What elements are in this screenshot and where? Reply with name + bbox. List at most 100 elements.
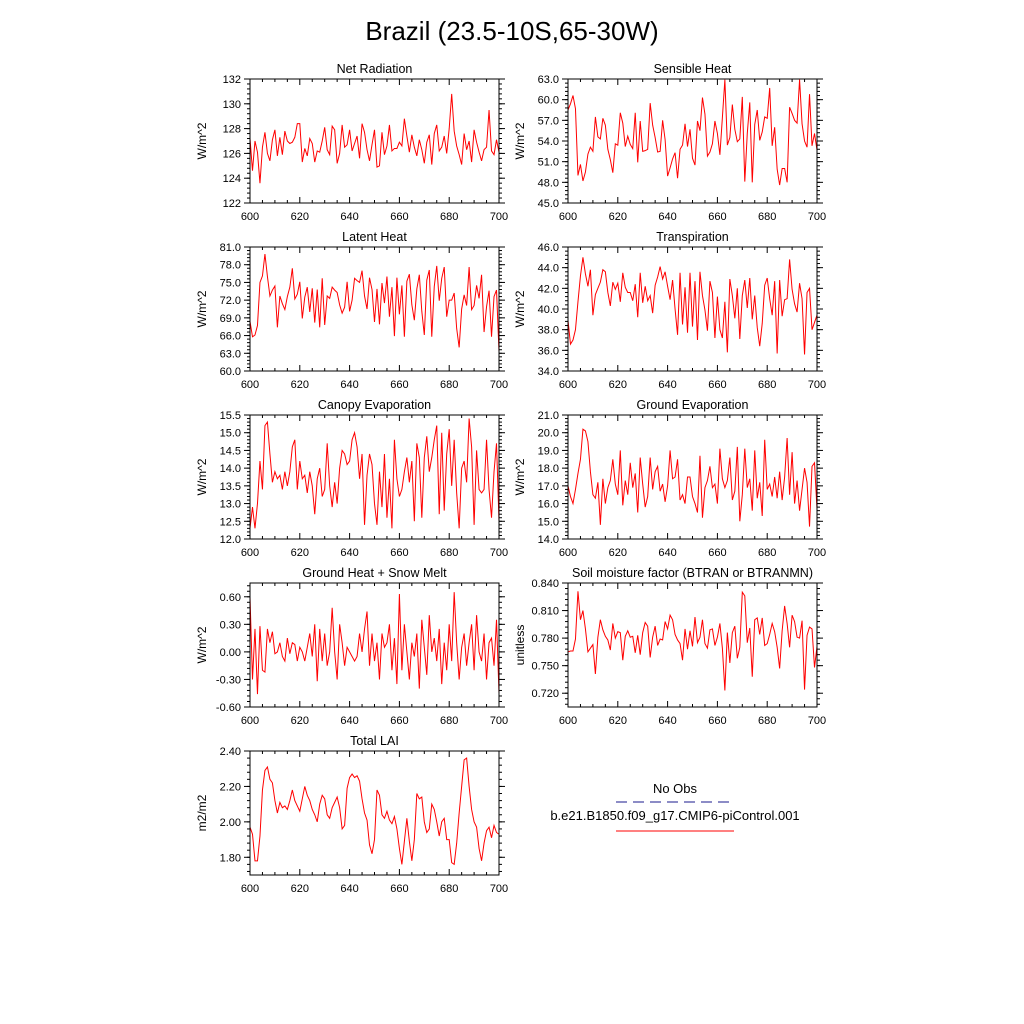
x-tick-label: 680: [440, 379, 458, 391]
legend: No Obs b.e21.B1850.f09_g17.CMIP6-piContr…: [550, 781, 800, 832]
y-tick-label: 0.60: [220, 592, 241, 604]
x-tick-label: 660: [708, 211, 726, 223]
x-tick-label: 680: [440, 547, 458, 559]
y-tick-label: 13.5: [220, 481, 241, 493]
y-tick-label: 48.0: [538, 177, 559, 189]
y-axis-label: W/m^2: [195, 290, 209, 327]
y-tick-label: 0.00: [220, 647, 241, 659]
y-tick-label: 60.0: [220, 366, 241, 378]
plot-frame: [249, 750, 500, 876]
panel-title: Total LAI: [350, 734, 399, 748]
y-tick-label: 69.0: [220, 313, 241, 325]
y-tick-label: 42.0: [538, 283, 559, 295]
y-axis-label: W/m^2: [513, 122, 527, 159]
y-tick-label: 40.0: [538, 304, 559, 316]
x-tick-label: 600: [241, 379, 259, 391]
y-tick-label: 72.0: [220, 295, 241, 307]
series-line: [568, 428, 817, 527]
x-tick-label: 640: [340, 547, 358, 559]
y-tick-label: 2.00: [220, 817, 241, 829]
y-tick-label: 0.30: [220, 619, 241, 631]
panel: Net Radiation W/m^2 600 620 640 660 680 700 122 1…: [195, 62, 508, 223]
x-tick-label: 620: [291, 883, 309, 895]
y-tick-label: 128: [223, 124, 241, 136]
plot-frame: [567, 582, 818, 708]
y-tick-label: 81.0: [220, 242, 241, 254]
y-tick-label: 60.0: [538, 95, 559, 107]
y-tick-label: 15.0: [538, 516, 559, 528]
x-tick-label: 660: [390, 715, 408, 727]
x-tick-label: 620: [609, 715, 627, 727]
x-tick-label: 660: [390, 379, 408, 391]
panel: Soil moisture factor (BTRAN or BTRANMN) u…: [513, 566, 826, 727]
x-tick-label: 600: [241, 547, 259, 559]
x-tick-label: 620: [291, 715, 309, 727]
x-tick-label: 660: [708, 547, 726, 559]
y-tick-label: 63.0: [538, 74, 559, 86]
y-axis-label: W/m^2: [513, 290, 527, 327]
x-tick-label: 640: [658, 715, 676, 727]
y-tick-label: 18.0: [538, 463, 559, 475]
x-tick-label: 640: [340, 211, 358, 223]
y-tick-label: 63.0: [220, 348, 241, 360]
plot-frame: [567, 414, 818, 540]
plot-frame: [249, 414, 500, 540]
x-tick-label: 700: [808, 715, 826, 727]
x-tick-label: 600: [559, 547, 577, 559]
legend-obs-label: No Obs: [653, 781, 698, 796]
y-tick-label: 19.0: [538, 445, 559, 457]
x-tick-label: 600: [241, 211, 259, 223]
y-tick-label: 20.0: [538, 428, 559, 440]
series-line: [250, 418, 499, 529]
x-tick-label: 700: [490, 379, 508, 391]
y-axis-label: unitless: [513, 625, 527, 666]
legend-model-label: b.e21.B1850.f09_g17.CMIP6-piControl.001: [550, 808, 799, 823]
y-tick-label: 0.750: [531, 661, 559, 673]
panel: Sensible Heat W/m^2 600 620 640 660 680 700 45.0…: [513, 62, 826, 223]
panels: Net Radiation W/m^2 600 620 640 660 680 700 122 1…: [195, 62, 826, 895]
x-tick-label: 620: [291, 547, 309, 559]
y-tick-label: 13.0: [220, 499, 241, 511]
panel-title: Net Radiation: [337, 62, 413, 76]
y-tick-label: 46.0: [538, 242, 559, 254]
y-tick-label: 51.0: [538, 157, 559, 169]
y-axis-label: W/m^2: [195, 458, 209, 495]
x-tick-label: 640: [340, 883, 358, 895]
figure-title: Brazil (23.5-10S,65-30W): [365, 16, 658, 46]
y-tick-label: 14.0: [538, 534, 559, 546]
x-tick-label: 660: [390, 547, 408, 559]
y-tick-label: 16.0: [538, 499, 559, 511]
panel-title: Ground Evaporation: [637, 398, 749, 412]
panel: Ground Heat + Snow Melt W/m^2 600 620 640 660…: [195, 566, 508, 727]
y-axis-label: W/m^2: [195, 122, 209, 159]
x-tick-label: 660: [708, 379, 726, 391]
series-line: [250, 93, 499, 184]
y-tick-label: 45.0: [538, 198, 559, 210]
y-tick-label: 38.0: [538, 325, 559, 337]
x-tick-label: 640: [340, 379, 358, 391]
y-axis-label: W/m^2: [195, 626, 209, 663]
x-tick-label: 680: [440, 715, 458, 727]
y-tick-label: 132: [223, 74, 241, 86]
x-tick-label: 660: [390, 883, 408, 895]
y-tick-label: 44.0: [538, 263, 559, 275]
series-line: [250, 592, 499, 695]
x-tick-label: 680: [758, 715, 776, 727]
y-tick-label: 17.0: [538, 481, 559, 493]
series-line: [250, 254, 499, 352]
x-tick-label: 600: [241, 883, 259, 895]
y-tick-label: 1.80: [220, 852, 241, 864]
x-tick-label: 700: [808, 379, 826, 391]
x-tick-label: 620: [291, 379, 309, 391]
y-axis-label: W/m^2: [513, 458, 527, 495]
x-tick-label: 640: [658, 547, 676, 559]
y-axis-label: m2/m2: [195, 794, 209, 831]
x-tick-label: 620: [291, 211, 309, 223]
y-tick-label: 12.0: [220, 534, 241, 546]
x-tick-label: 700: [808, 211, 826, 223]
plot-frame: [249, 582, 500, 708]
x-tick-label: 620: [609, 379, 627, 391]
y-tick-label: 78.0: [220, 260, 241, 272]
y-tick-label: 12.5: [220, 516, 241, 528]
